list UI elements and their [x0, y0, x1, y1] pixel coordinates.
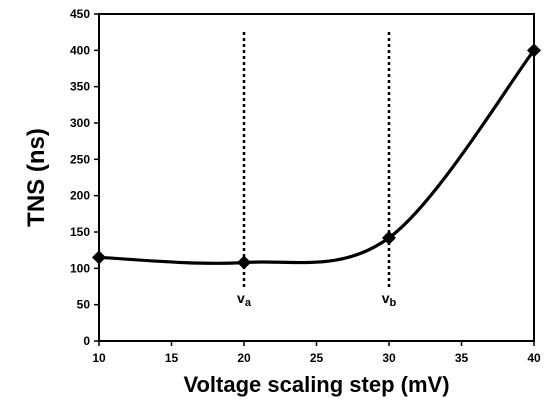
x-axis-title: Voltage scaling step (mV) — [183, 372, 449, 397]
x-tick-label: 20 — [237, 351, 251, 365]
data-point-marker — [92, 250, 106, 265]
x-tick-label: 15 — [165, 351, 179, 365]
series-group — [92, 43, 541, 270]
y-tick-label: 350 — [70, 80, 90, 94]
y-axis-ticks: 0 50 100 150 200 250 300 350 400 450 — [70, 7, 99, 348]
y-tick-label: 150 — [70, 225, 90, 239]
plot-area-border — [98, 13, 535, 342]
y-tick-label: 300 — [70, 116, 90, 130]
y-axis-title: TNS (ns) — [23, 128, 50, 227]
y-tick-label: 400 — [70, 43, 90, 57]
data-point-marker — [527, 43, 541, 58]
x-axis-ticks: 10 15 20 25 30 35 40 — [92, 341, 541, 365]
x-tick-label: 25 — [310, 351, 324, 365]
y-tick-label: 0 — [83, 334, 90, 348]
data-point-marker — [237, 255, 251, 270]
reference-line-label: vb — [382, 290, 397, 309]
y-tick-label: 100 — [70, 261, 90, 275]
reference-lines: va vb — [237, 32, 397, 309]
series-line — [98, 49, 536, 265]
y-tick-label: 450 — [70, 7, 90, 21]
y-tick-label: 50 — [77, 298, 91, 312]
x-tick-label: 40 — [527, 351, 541, 365]
x-tick-label: 30 — [382, 351, 396, 365]
x-tick-label: 35 — [455, 351, 469, 365]
data-point-marker — [382, 230, 396, 245]
plot-frame — [98, 13, 535, 342]
x-tick-label: 10 — [92, 351, 106, 365]
y-tick-label: 250 — [70, 152, 90, 166]
reference-line-label: va — [237, 290, 252, 309]
y-tick-label: 200 — [70, 189, 90, 203]
